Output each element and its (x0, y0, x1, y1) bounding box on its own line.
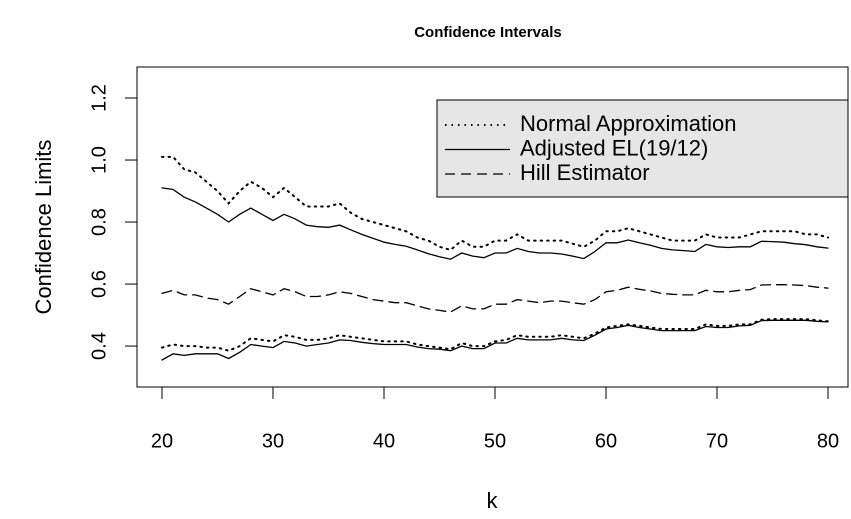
legend-label: Adjusted EL(19/12) (520, 135, 708, 160)
series-line (161, 319, 829, 361)
legend-box (436, 99, 849, 198)
chart-title: Confidence Intervals (414, 24, 562, 41)
x-tick-label: 40 (373, 430, 395, 452)
series-line (161, 284, 829, 313)
y-tick-label: 0.4 (88, 332, 110, 360)
legend-label: Hill Estimator (520, 160, 650, 185)
x-tick-label: 20 (151, 430, 173, 452)
x-tick-label: 60 (595, 430, 617, 452)
y-tick-label: 0.6 (88, 270, 110, 298)
y-tick-label: 1.2 (88, 84, 110, 112)
series-line (161, 318, 829, 352)
x-tick-label: 50 (484, 430, 506, 452)
plot-frame (136, 66, 849, 388)
y-tick-label: 0.8 (88, 208, 110, 236)
series-line (161, 187, 829, 260)
x-axis-label: k (487, 488, 499, 513)
y-tick-label: 1.0 (88, 146, 110, 174)
x-tick-label: 70 (706, 430, 728, 452)
series-line (161, 155, 829, 252)
y-axis-label: Confidence Limits (31, 140, 56, 315)
x-tick-label: 30 (262, 430, 284, 452)
x-tick-label: 80 (817, 430, 839, 452)
legend-label: Normal Approximation (520, 111, 736, 136)
